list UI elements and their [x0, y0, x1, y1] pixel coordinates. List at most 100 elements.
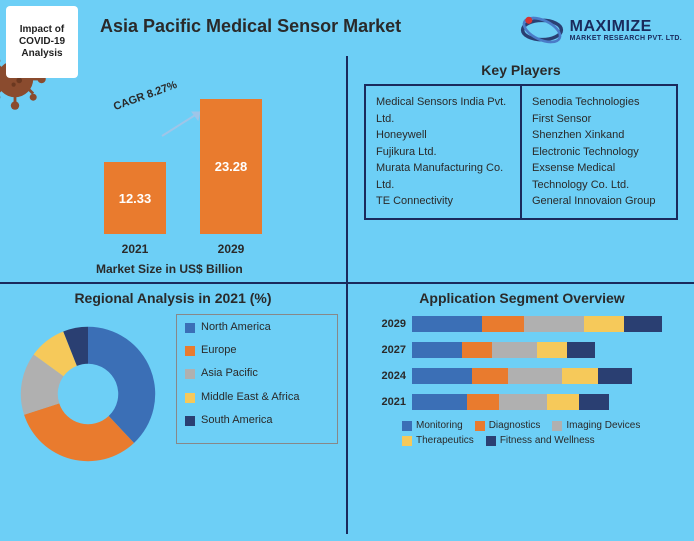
- legend-label: Diagnostics: [489, 420, 541, 431]
- stacked-bar-segment: [624, 316, 662, 332]
- stacked-bar-segment: [412, 394, 467, 410]
- legend-label: Asia Pacific: [201, 367, 258, 380]
- application-segment-panel: Application Segment Overview 20292027202…: [362, 290, 682, 446]
- legend-label: North America: [201, 321, 271, 334]
- legend-item: Asia Pacific: [185, 367, 329, 380]
- regional-title: Regional Analysis in 2021 (%): [8, 290, 338, 306]
- legend-item: Diagnostics: [475, 420, 541, 431]
- legend-swatch: [185, 346, 195, 356]
- stacked-bar-segment: [467, 394, 499, 410]
- legend-label: Europe: [201, 344, 236, 357]
- key-player-item: Exsense Medical Technology Co. Ltd.: [532, 160, 666, 193]
- logo-brand: MAXIMIZE: [570, 19, 682, 35]
- legend-item: Middle East & Africa: [185, 391, 329, 404]
- legend-label: Fitness and Wellness: [500, 435, 595, 446]
- legend-item: North America: [185, 321, 329, 334]
- stacked-bar-row: 2027: [370, 342, 682, 358]
- stacked-bar-year: 2027: [370, 344, 406, 356]
- stacked-bar-segment: [579, 394, 609, 410]
- logo-subtext: MARKET RESEARCH PVT. LTD.: [570, 35, 682, 42]
- stacked-bar-segment: [412, 342, 462, 358]
- legend-swatch: [552, 421, 562, 431]
- legend-item: Monitoring: [402, 420, 463, 431]
- legend-swatch: [475, 421, 485, 431]
- stacked-bar-segment: [499, 394, 547, 410]
- key-player-item: Medical Sensors India Pvt. Ltd.: [376, 94, 510, 127]
- key-players-box: Medical Sensors India Pvt. Ltd.Honeywell…: [364, 84, 678, 220]
- stacked-bar-segment: [492, 342, 537, 358]
- legend-label: Monitoring: [416, 420, 463, 431]
- stacked-bar-segment: [472, 368, 508, 384]
- legend-item: Imaging Devices: [552, 420, 640, 431]
- stacked-bar-year: 2029: [370, 318, 406, 330]
- legend-item: South America: [185, 414, 329, 427]
- key-players-title: Key Players: [364, 62, 678, 78]
- legend-item: Therapeutics: [402, 435, 474, 446]
- stacked-bar: [412, 316, 662, 332]
- key-player-item: Honeywell: [376, 127, 510, 144]
- page-title: Asia Pacific Medical Sensor Market: [100, 16, 401, 37]
- key-player-item: Senodia Technologies: [532, 94, 666, 111]
- application-segment-title: Application Segment Overview: [362, 290, 682, 306]
- legend-item: Fitness and Wellness: [486, 435, 595, 446]
- bar-chart-subtitle: Market Size in US$ Billion: [96, 262, 243, 276]
- stacked-bar-year: 2021: [370, 396, 406, 408]
- stacked-bar: [412, 394, 609, 410]
- stacked-bar-segment: [412, 368, 472, 384]
- stacked-bar-row: 2021: [370, 394, 682, 410]
- stacked-bar-segment: [537, 342, 567, 358]
- stacked-bar-segment: [598, 368, 632, 384]
- bar-year-label: 2029: [200, 242, 262, 256]
- stacked-bar-segment: [482, 316, 524, 332]
- bar: 23.28: [200, 99, 262, 234]
- key-player-item: General Innovaion Group: [532, 193, 666, 210]
- stacked-bar-segment: [567, 342, 595, 358]
- stacked-bar-segment: [584, 316, 624, 332]
- key-players-col-left: Medical Sensors India Pvt. Ltd.Honeywell…: [366, 86, 520, 218]
- bar: 12.33: [104, 162, 166, 234]
- key-player-item: First Sensor: [532, 111, 666, 128]
- application-segment-legend: Monitoring Diagnostics Imaging Devices Ther…: [402, 420, 682, 446]
- stacked-bar-year: 2024: [370, 370, 406, 382]
- key-player-item: Fujikura Ltd.: [376, 144, 510, 161]
- stacked-bar-row: 2029: [370, 316, 682, 332]
- legend-swatch: [402, 421, 412, 431]
- regional-legend: North America Europe Asia Pacific Middle Ea…: [176, 314, 338, 444]
- legend-label: Middle East & Africa: [201, 391, 299, 404]
- divider-horizontal-right: [348, 282, 694, 284]
- legend-swatch: [185, 393, 195, 403]
- key-players-panel: Key Players Medical Sensors India Pvt. L…: [364, 62, 678, 220]
- key-player-item: TE Connectivity: [376, 193, 510, 210]
- market-size-bar-chart: CAGR 8.27% 12.33202123.282029 Market Siz…: [60, 70, 320, 270]
- legend-label: South America: [201, 414, 273, 427]
- legend-swatch: [185, 416, 195, 426]
- key-player-item: Murata Manufacturing Co. Ltd.: [376, 160, 510, 193]
- key-players-col-right: Senodia TechnologiesFirst SensorShenzhen…: [520, 86, 676, 218]
- legend-swatch: [185, 323, 195, 333]
- stacked-bar-segment: [508, 368, 562, 384]
- legend-label: Imaging Devices: [566, 420, 640, 431]
- divider-vertical: [346, 56, 348, 534]
- bar-year-label: 2021: [104, 242, 166, 256]
- logo-icon: [520, 8, 564, 52]
- legend-swatch: [402, 436, 412, 446]
- legend-swatch: [185, 369, 195, 379]
- application-segment-rows: 2029 2027 2024 2021: [370, 316, 682, 410]
- stacked-bar-row: 2024: [370, 368, 682, 384]
- stacked-bar-segment: [462, 342, 492, 358]
- stacked-bar-segment: [412, 316, 482, 332]
- regional-donut-chart: [8, 314, 168, 474]
- legend-item: Europe: [185, 344, 329, 357]
- stacked-bar-segment: [547, 394, 579, 410]
- stacked-bar-segment: [524, 316, 584, 332]
- stacked-bar: [412, 342, 595, 358]
- logo: MAXIMIZE MARKET RESEARCH PVT. LTD.: [520, 8, 682, 52]
- regional-analysis-panel: Regional Analysis in 2021 (%) North Amer…: [8, 290, 338, 474]
- stacked-bar: [412, 368, 632, 384]
- key-player-item: Shenzhen Xinkand Electronic Technology: [532, 127, 666, 160]
- legend-swatch: [486, 436, 496, 446]
- divider-horizontal-left: [0, 282, 346, 284]
- legend-label: Therapeutics: [416, 435, 474, 446]
- covid-badge: Impact of COVID-19 Analysis: [6, 6, 78, 78]
- stacked-bar-segment: [562, 368, 598, 384]
